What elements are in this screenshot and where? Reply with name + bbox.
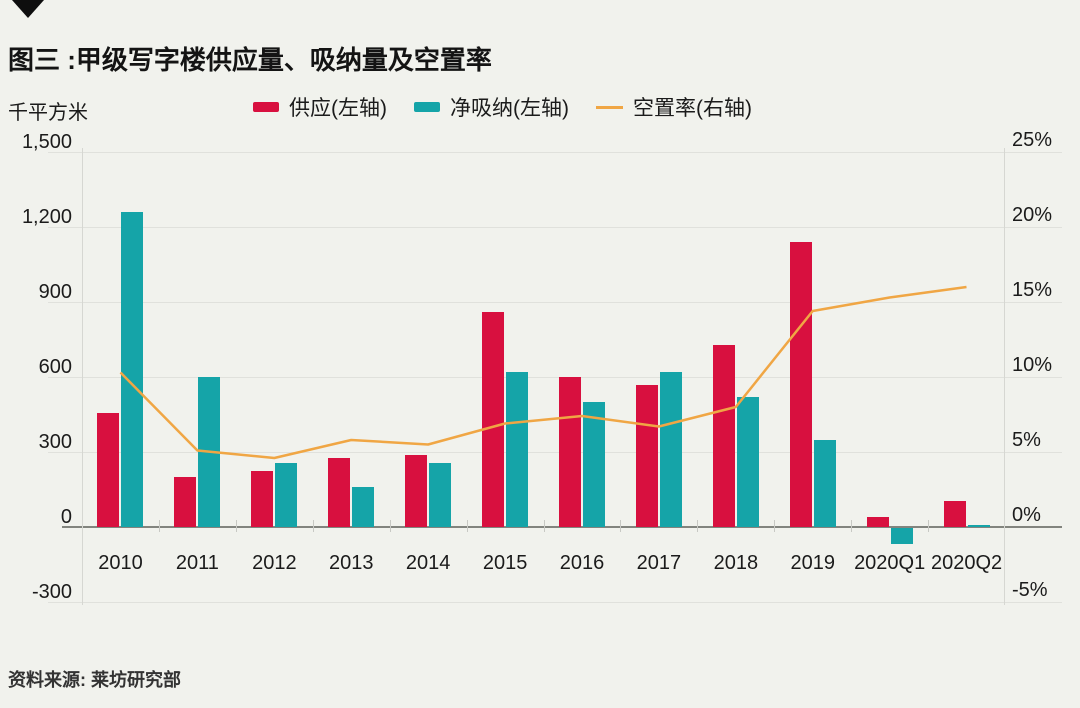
supply-bar-2015 bbox=[482, 312, 505, 527]
supply-bar-2013 bbox=[328, 458, 351, 527]
legend-label-vacancy: 空置率(右轴) bbox=[633, 97, 752, 120]
gridline bbox=[48, 602, 1062, 603]
legend-item-absorption: 净吸纳(左轴) bbox=[414, 92, 569, 122]
right-axis-tick-label: 20% bbox=[1012, 204, 1053, 226]
x-axis-label-2018: 2018 bbox=[713, 552, 759, 574]
brand-triangle-icon bbox=[12, 0, 44, 18]
legend-item-supply: 供应(左轴) bbox=[253, 92, 387, 122]
legend-label-supply: 供应(左轴) bbox=[289, 97, 387, 120]
x-axis-tick bbox=[620, 520, 622, 532]
chart-title: 图三 :甲级写字楼供应量、吸纳量及空置率 bbox=[8, 45, 492, 75]
plot-left-border bbox=[82, 148, 83, 605]
x-axis-label-2010: 2010 bbox=[98, 552, 143, 574]
supply-bar-2010 bbox=[97, 413, 120, 527]
right-axis-tick-label: -5% bbox=[1012, 579, 1048, 601]
absorption-bar-2020Q2 bbox=[967, 524, 990, 527]
x-axis-label-2014: 2014 bbox=[405, 552, 451, 574]
x-axis-tick bbox=[312, 520, 314, 532]
x-axis-label-2015: 2015 bbox=[482, 552, 528, 574]
x-axis-label-2013: 2013 bbox=[329, 552, 374, 574]
legend-label-absorption: 净吸纳(左轴) bbox=[450, 97, 569, 120]
right-axis-tick-label: 25% bbox=[1012, 129, 1053, 151]
x-axis-label-2011: 2011 bbox=[175, 552, 219, 574]
absorption-bar-2012 bbox=[275, 463, 298, 527]
right-axis-tick-label: 0% bbox=[1012, 504, 1041, 526]
gridline bbox=[48, 152, 1062, 153]
x-axis-tick bbox=[697, 520, 699, 532]
vacancy-line-swatch-icon bbox=[596, 105, 623, 109]
absorption-bar-2014 bbox=[429, 463, 452, 527]
left-axis-tick-label: 900 bbox=[38, 281, 72, 303]
absorption-bar-2015 bbox=[506, 372, 529, 527]
x-axis-tick bbox=[389, 520, 391, 532]
right-axis-tick-label: 5% bbox=[1012, 429, 1041, 451]
absorption-bar-2016 bbox=[582, 402, 605, 527]
left-axis-tick-label: 600 bbox=[38, 356, 72, 378]
supply-bar-2016 bbox=[558, 377, 581, 527]
left-axis-unit-label: 千平方米 bbox=[8, 102, 88, 124]
x-axis-tick bbox=[774, 520, 776, 532]
right-axis-tick-label: 10% bbox=[1012, 354, 1053, 376]
supply-bar-2017 bbox=[635, 384, 658, 527]
absorption-bar-2019 bbox=[813, 439, 836, 527]
absorption-bar-2010 bbox=[121, 212, 144, 527]
gridline bbox=[48, 302, 1062, 303]
x-axis-tick bbox=[466, 520, 468, 532]
supply-bar-2014 bbox=[405, 454, 428, 527]
absorption-bar-2013 bbox=[352, 487, 375, 527]
supply-swatch-icon bbox=[253, 102, 279, 112]
absorption-bar-2017 bbox=[659, 372, 682, 527]
left-axis-tick-label: 300 bbox=[38, 431, 72, 453]
legend: 供应(左轴) 净吸纳(左轴) 空置率(右轴) bbox=[253, 92, 752, 122]
x-axis-zero-line bbox=[62, 526, 1062, 528]
x-axis-label-2017: 2017 bbox=[636, 552, 682, 574]
x-axis-tick bbox=[851, 520, 853, 532]
supply-bar-2019 bbox=[789, 242, 812, 527]
absorption-swatch-icon bbox=[414, 102, 440, 112]
absorption-bar-2020Q1 bbox=[890, 528, 913, 545]
left-axis-tick-label: -300 bbox=[31, 581, 72, 603]
x-axis-tick bbox=[928, 520, 930, 532]
gridline bbox=[48, 227, 1062, 228]
source-note: 资料来源: 莱坊研究部 bbox=[8, 670, 181, 690]
x-axis-label-2016: 2016 bbox=[559, 552, 605, 574]
x-axis-tick bbox=[235, 520, 237, 532]
supply-bar-2011 bbox=[174, 477, 197, 527]
plot-right-border bbox=[1004, 148, 1005, 605]
supply-bar-2020Q2 bbox=[943, 500, 966, 527]
supply-bar-2012 bbox=[251, 470, 274, 527]
left-axis-tick-label: 1,200 bbox=[21, 206, 72, 228]
x-axis-label-2019: 2019 bbox=[790, 552, 836, 574]
right-axis-tick-label: 15% bbox=[1012, 279, 1053, 301]
x-axis-label-2020Q1: 2020Q1 bbox=[854, 552, 926, 574]
supply-bar-2018 bbox=[712, 344, 735, 527]
absorption-bar-2011 bbox=[198, 377, 221, 527]
legend-item-vacancy: 空置率(右轴) bbox=[596, 92, 752, 122]
supply-bar-2020Q1 bbox=[866, 517, 889, 527]
left-axis-tick-label: 1,500 bbox=[21, 131, 72, 153]
x-axis-tick bbox=[158, 520, 160, 532]
left-axis-tick-label: 0 bbox=[60, 506, 72, 528]
x-axis-label-2020Q2: 2020Q2 bbox=[930, 552, 1003, 574]
x-axis-label-2012: 2012 bbox=[252, 552, 297, 574]
x-axis-tick bbox=[543, 520, 545, 532]
absorption-bar-2018 bbox=[736, 397, 759, 527]
